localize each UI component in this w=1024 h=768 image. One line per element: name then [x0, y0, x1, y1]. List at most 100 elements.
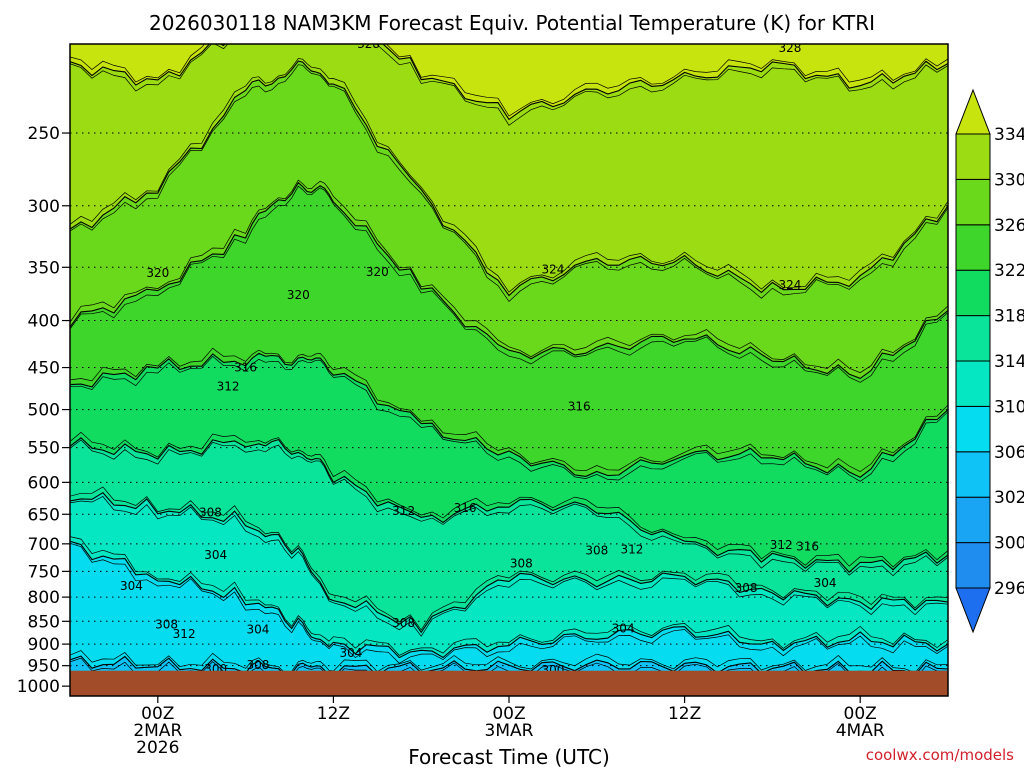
- contour-label: 320: [366, 265, 389, 279]
- x-tick-label: 00Z: [141, 704, 174, 724]
- contour-label: 308: [585, 544, 608, 558]
- contour-label: 304: [246, 623, 269, 637]
- y-tick-label: 500: [28, 401, 60, 421]
- contour-label: 308: [246, 658, 269, 672]
- contour-300k: [70, 655, 948, 678]
- contour-328k: [70, 44, 948, 121]
- y-tick-label: 950: [28, 657, 60, 677]
- colorbar-min-arrow: [955, 587, 991, 634]
- colorbar-label: 334: [994, 125, 1024, 145]
- colorbar-label: 306: [994, 443, 1024, 463]
- contour-label: 312: [173, 627, 196, 641]
- colorbar-bin: [955, 178, 991, 226]
- y-axis: 250 300 350 400 450 500 550 600 650 700 750 800 850 9…: [17, 124, 70, 697]
- contour-detail: [70, 650, 948, 674]
- contour-detail: [70, 185, 948, 383]
- contour-detail: [70, 58, 948, 293]
- colorbar-max-arrow: [955, 88, 991, 135]
- x-tick-label: 12Z: [668, 704, 701, 724]
- contour-label: 304: [204, 548, 227, 562]
- contour-label: 304: [340, 646, 363, 660]
- colorbar-bin: [955, 269, 991, 317]
- contour-320k: [70, 181, 948, 380]
- y-tick-label: 600: [28, 473, 60, 493]
- y-tick-label: 350: [28, 258, 60, 278]
- y-tick-label: 400: [28, 312, 60, 332]
- contour-label: 304: [120, 579, 143, 593]
- contour-detail: [70, 347, 948, 473]
- colorbar-bin: [955, 496, 991, 544]
- colorbar-label: 314: [994, 352, 1024, 372]
- contour-label: 304: [814, 576, 837, 590]
- x-tick-label: 3MAR: [485, 721, 534, 741]
- band-below-304k: [70, 541, 948, 691]
- contour-detail: [70, 64, 948, 303]
- y-tick-label: 750: [28, 562, 60, 582]
- colorbar-bin: [955, 224, 991, 271]
- colorbar-label: 300: [994, 534, 1024, 554]
- contour-label: 320: [287, 288, 310, 302]
- contour-label: 316: [454, 501, 477, 515]
- chart-title: 2026030118 NAM3KM Forecast Equiv. Potent…: [149, 11, 875, 35]
- contour-detail: [70, 486, 948, 631]
- x-tick-label: 00Z: [844, 704, 877, 724]
- contour-label: 328: [779, 41, 802, 55]
- contour-label: 316: [796, 540, 819, 554]
- y-tick-label: 800: [28, 588, 60, 608]
- contour-label: 316: [568, 399, 591, 413]
- contour-detail: [70, 542, 948, 664]
- contour-detail: [70, 439, 948, 577]
- colorbar-label: 296: [994, 579, 1024, 599]
- colorbar-bin: [955, 451, 991, 498]
- colorbar-label: 302: [994, 488, 1024, 508]
- contour-label: 308: [392, 616, 415, 630]
- contour-304k: [70, 540, 948, 659]
- contour-labels: 328 3283243243203203203163163163163123123…: [120, 37, 837, 677]
- x-axis-title: Forecast Time (UTC): [408, 745, 610, 768]
- colorbar-label: 330: [994, 170, 1024, 190]
- colorbar-label: 310: [994, 397, 1024, 417]
- contour-label: 304: [612, 622, 635, 636]
- y-tick-label: 550: [28, 439, 60, 459]
- colorbar: 296 300 302 306 310 314 318 322 326 330 334: [955, 88, 1024, 634]
- contour-detail: [70, 179, 948, 374]
- credit-text: coolwx.com/models: [866, 746, 1014, 764]
- y-tick-label: 250: [28, 124, 60, 144]
- contour-label: 328: [357, 37, 380, 51]
- colorbar-bin: [955, 360, 991, 407]
- contour-detail: [70, 496, 948, 637]
- y-tick-label: 450: [28, 359, 60, 379]
- isotherm-contours: [70, 44, 948, 682]
- y-tick-label: 700: [28, 535, 60, 555]
- y-tick-label: 300: [28, 197, 60, 217]
- contour-detail: [70, 44, 948, 126]
- ground-surface: [70, 670, 948, 696]
- contour-detail: [70, 431, 948, 568]
- colorbar-label: 322: [994, 261, 1024, 281]
- x-tick-label: 00Z: [492, 704, 525, 724]
- colorbar-label: 326: [994, 216, 1024, 236]
- contour-316k: [70, 352, 948, 478]
- colorbar-bin: [955, 133, 991, 180]
- contour-label: 324: [541, 263, 564, 277]
- contour-312k: [70, 437, 948, 573]
- contour-label: 308: [155, 618, 178, 632]
- colorbar-bin: [955, 315, 991, 362]
- contour-label: 324: [779, 278, 802, 292]
- contour-label: 308: [510, 556, 533, 570]
- x-tick-label: 12Z: [317, 704, 350, 724]
- contour-detail: [70, 536, 948, 656]
- contour-label: 312: [620, 542, 643, 556]
- x-tick-label: 4MAR: [836, 721, 885, 741]
- contour-label: 316: [234, 361, 257, 375]
- contour-label: 308: [735, 581, 758, 595]
- contour-label: 308: [199, 505, 222, 519]
- contour-label: 320: [146, 266, 169, 280]
- contour-detail: [70, 355, 948, 482]
- plot-area: 328 3283243243203203203163163163163123123…: [70, 37, 948, 696]
- contour-label: 312: [392, 504, 415, 518]
- y-tick-label: 1000: [17, 677, 60, 697]
- y-tick-label: 650: [28, 505, 60, 525]
